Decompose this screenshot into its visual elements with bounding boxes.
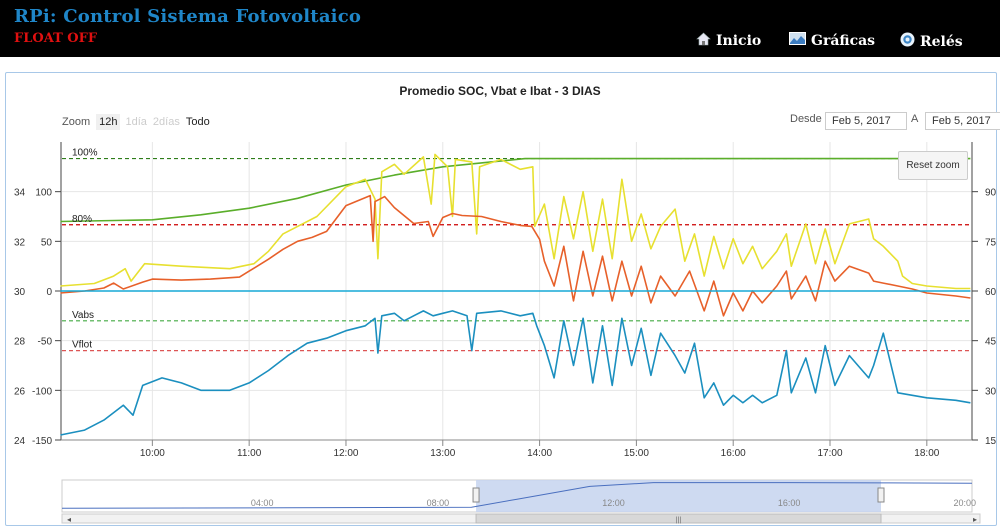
y-axis-soc-tick-label: 75	[985, 237, 997, 248]
y-axis-soc-tick-label: 45	[985, 337, 997, 348]
navigator-scrollbar-thumb	[475, 513, 882, 524]
nav-inicio-label: Inicio	[716, 33, 762, 49]
x-axis-tick-label: 16:00	[721, 448, 746, 459]
series-line-5	[60, 310, 971, 436]
reset-zoom-button[interactable]: Reset zoom	[898, 151, 968, 180]
scroll-left-arrow-icon: ◂	[67, 515, 71, 524]
y-axis-ibat-tick-label: -100	[32, 386, 52, 397]
x-axis-tick-label: 17:00	[817, 448, 842, 459]
nav-graficas[interactable]: Gráficas	[789, 32, 875, 49]
nav-graficas-label: Gráficas	[811, 32, 876, 49]
app-title: RPi: Control Sistema Fotovoltaico	[14, 6, 362, 27]
home-icon	[696, 32, 711, 50]
navigator-tick-label: 20:00	[953, 498, 976, 508]
series-line-1	[60, 157, 971, 223]
series-line-2	[60, 153, 971, 290]
range-from-input[interactable]: Feb 5, 2017	[825, 112, 907, 130]
plotline-label-100pct: 100%	[72, 148, 98, 159]
x-axis-tick-label: 18:00	[914, 448, 939, 459]
chart-image-icon	[789, 32, 806, 49]
zoom-2dias-button[interactable]: 2días	[152, 116, 180, 128]
top-navigation-bar: RPi: Control Sistema Fotovoltaico FLOAT …	[0, 0, 1000, 57]
scroll-right-arrow-icon: ▸	[973, 515, 977, 524]
navigator-selected-window	[476, 480, 881, 512]
y-axis-vbat-tick-label: 26	[14, 386, 26, 397]
zoom-label: Zoom	[62, 116, 91, 128]
navigator-tick-label: 08:00	[427, 498, 450, 508]
navigator-tick-label: 16:00	[778, 498, 801, 508]
x-axis-tick-label: 14:00	[527, 448, 552, 459]
navigator-tick-label: 04:00	[251, 498, 274, 508]
y-axis-vbat-tick-label: 28	[14, 337, 26, 348]
navigator-tick-label: 12:00	[602, 498, 625, 508]
plotline-label-vabs: Vabs	[72, 310, 94, 321]
zoom-selector: Zoom 12h 1día 2días Todo	[62, 114, 213, 130]
plotline-label-80pct: 80%	[72, 214, 92, 225]
y-axis-soc-tick-label: 30	[985, 386, 997, 397]
plotline-label-vflot: Vflot	[72, 340, 92, 351]
y-axis-ibat-tick-label: -150	[32, 436, 52, 447]
y-axis-vbat-tick-label: 32	[14, 237, 26, 248]
chart-panel	[5, 72, 997, 526]
y-axis-ibat-tick-label: 100	[35, 188, 52, 199]
y-axis-vbat-tick-label: 30	[14, 287, 26, 298]
y-axis-ibat-tick-label: 0	[46, 287, 52, 298]
y-axis-ibat-tick-label: 50	[41, 237, 53, 248]
y-axis-vbat-tick-label: 34	[14, 188, 26, 199]
y-axis-soc-tick-label: 90	[985, 188, 997, 199]
range-to-input[interactable]: Feb 5, 2017	[925, 112, 1000, 130]
scroll-grip-icon: |||	[676, 517, 682, 524]
y-axis-soc-tick-label: 15	[985, 436, 997, 447]
nav-inicio[interactable]: Inicio	[696, 32, 761, 50]
navigator-handle-left	[472, 487, 480, 503]
nav-reles[interactable]: Relés	[900, 32, 963, 51]
x-axis-tick-label: 13:00	[430, 448, 455, 459]
zoom-12h-button[interactable]: 12h	[96, 114, 121, 130]
range-from-label: Desde	[790, 113, 822, 125]
y-axis-vbat-tick-label: 24	[14, 436, 26, 447]
navigator-series	[61, 482, 973, 509]
x-axis-tick-label: 15:00	[624, 448, 649, 459]
power-circle-icon	[900, 32, 915, 51]
navigator-handle-right	[877, 487, 885, 503]
zoom-todo-button[interactable]: Todo	[185, 116, 210, 128]
y-axis-ibat-tick-label: -50	[38, 337, 53, 348]
range-to-label: A	[911, 113, 919, 125]
float-status-indicator: FLOAT OFF	[14, 31, 98, 46]
x-axis-tick-label: 10:00	[140, 448, 165, 459]
chart-title: Promedio SOC, Vbat e Ibat - 3 DIAS	[399, 84, 601, 98]
series-line-3	[60, 194, 971, 317]
nav-reles-label: Relés	[920, 33, 963, 50]
x-axis-tick-label: 11:00	[237, 448, 262, 459]
y-axis-soc-tick-label: 60	[985, 287, 997, 298]
zoom-1dia-button[interactable]: 1día	[125, 116, 147, 128]
x-axis-tick-label: 12:00	[333, 448, 358, 459]
